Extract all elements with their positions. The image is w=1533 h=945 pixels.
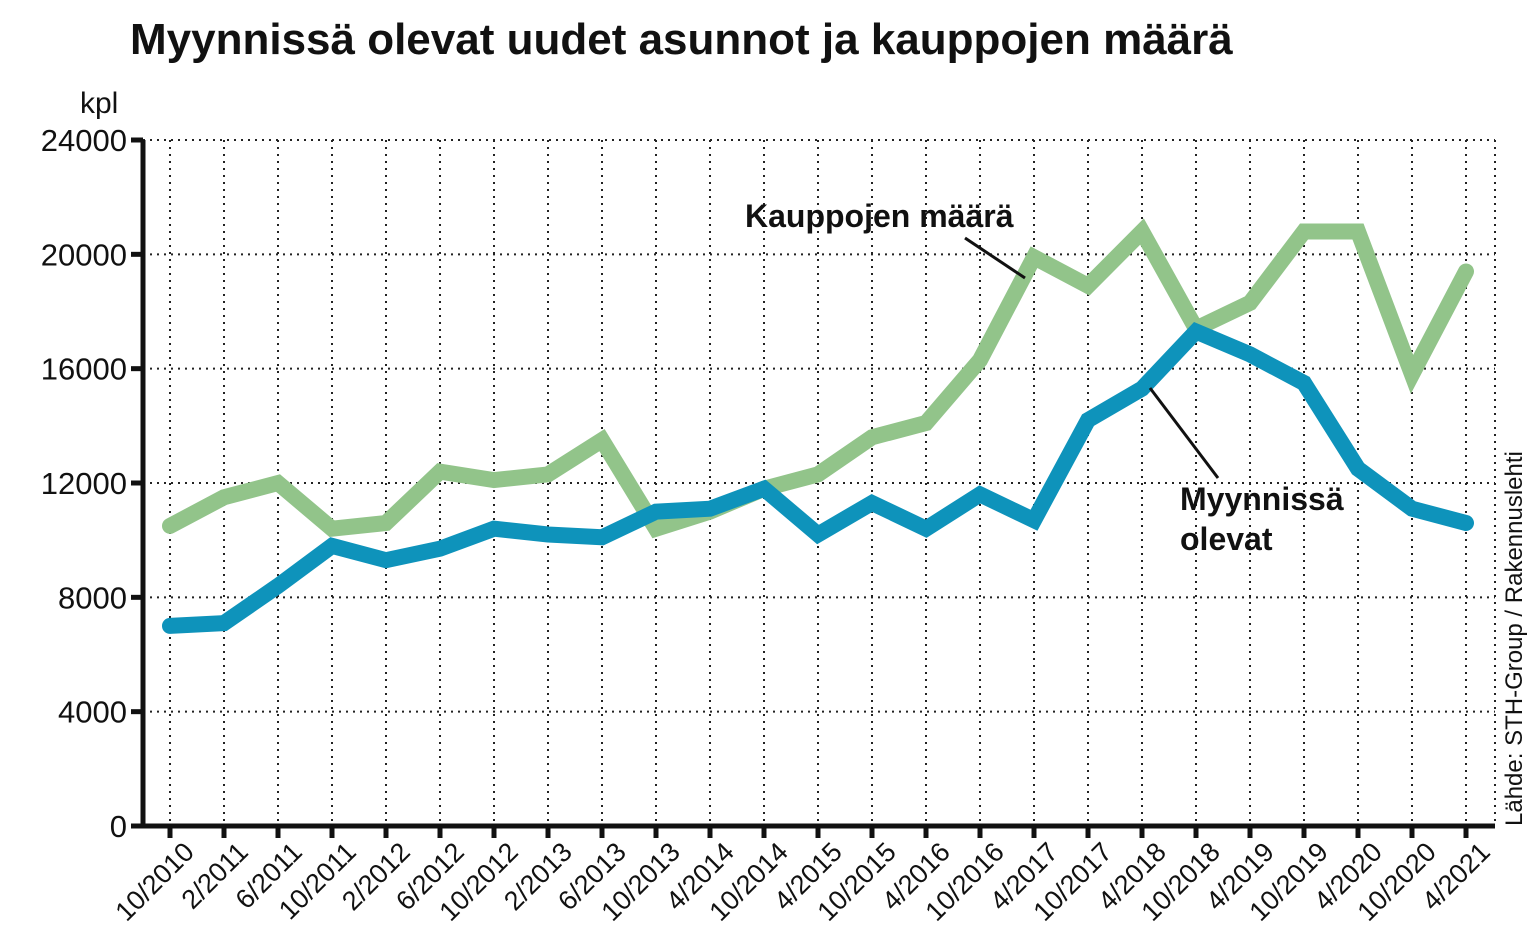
annotations: Kauppojen määrä Myynnissä olevat [745,198,1344,557]
annotation-kauppojen: Kauppojen määrä [745,198,1014,234]
leader-line-kauppojen [964,236,1026,280]
axes [131,137,1495,838]
y-tick-label: 4000 [58,695,127,730]
y-tick-label: 0 [110,809,127,844]
gridlines [143,139,1496,826]
series-line-kauppojen-maara [162,218,1474,539]
y-tick-label: 8000 [58,580,127,615]
y-tick-labels: 0 4000 8000 12000 16000 20000 24000 [41,123,127,844]
series-line-myynnissa-olevat [162,321,1474,634]
y-tick-label: 24000 [41,123,127,158]
chart-title: Myynnissä olevat uudet asunnot ja kauppo… [130,15,1233,64]
y-tick-label: 12000 [41,466,127,501]
source-note: Lähde: STH-Group / Rakennuslehti [1501,451,1528,826]
series-lines [162,218,1474,634]
y-axis-unit: kpl [80,87,118,120]
leader-line-myynnissa [1148,387,1220,479]
annotation-myynnissa-line2: olevat [1180,521,1273,557]
y-tick-label: 16000 [41,352,127,387]
y-tick-label: 20000 [41,237,127,272]
x-tick-labels: 10/20102/20116/201110/20112/20126/201210… [110,837,1496,927]
annotation-myynnissa-line1: Myynnissä [1180,481,1344,517]
